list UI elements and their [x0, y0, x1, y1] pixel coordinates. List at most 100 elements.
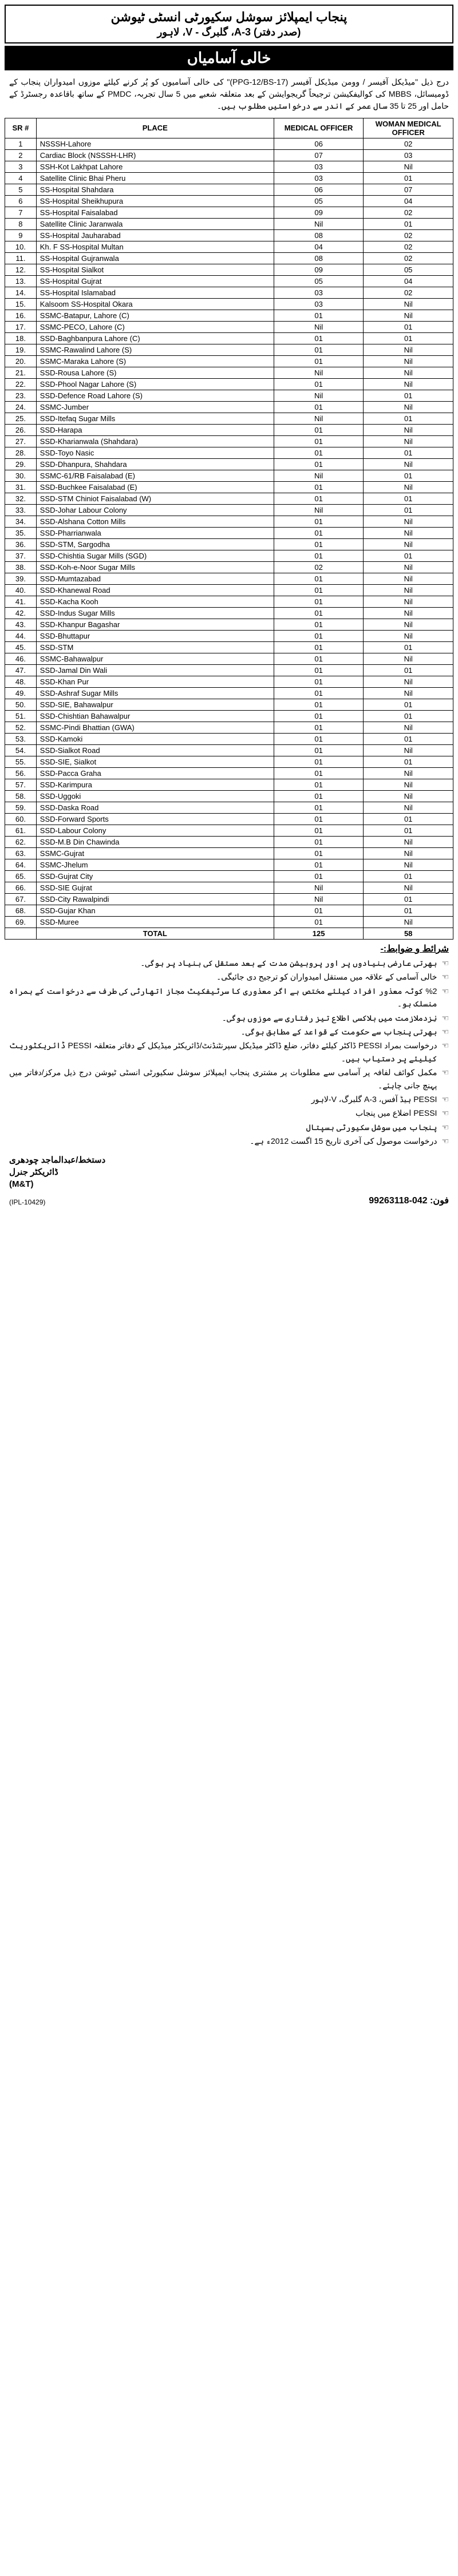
cell-place: SS-Hospital Sialkot	[36, 264, 274, 275]
cell-mo: 03	[274, 287, 364, 298]
cell-wmo: Nil	[364, 367, 453, 378]
cell-mo: 08	[274, 229, 364, 241]
cell-wmo: 01	[364, 870, 453, 882]
cell-place: Cardiac Block (NSSSH-LHR)	[36, 149, 274, 161]
cell-place: SSD-Harapa	[36, 424, 274, 435]
table-row: 44.SSD-Bhuttapur01Nil	[5, 630, 453, 641]
table-row: 2Cardiac Block (NSSSH-LHR)0703	[5, 149, 453, 161]
cell-wmo: 01	[364, 664, 453, 676]
cell-place: SSD-Baghbanpura Lahore (C)	[36, 332, 274, 344]
cell-mo: 05	[274, 195, 364, 207]
cell-place: SSD-Muree	[36, 916, 274, 928]
total-label: TOTAL	[36, 928, 274, 939]
cell-wmo: 04	[364, 275, 453, 287]
cell-place: SSD-Khanewal Road	[36, 584, 274, 596]
cell-mo: 01	[274, 435, 364, 447]
cell-place: SSMC-Gujrat	[36, 847, 274, 859]
cell-mo: 01	[274, 378, 364, 390]
cell-place: SS-Hospital Faisalabad	[36, 207, 274, 218]
terms-list: بھرتی عارضی بنیادوں پر اور پروبیشن مدت ک…	[5, 957, 453, 1147]
cell-sr: 54.	[5, 744, 37, 756]
cell-mo: 01	[274, 733, 364, 744]
cell-mo: 01	[274, 905, 364, 916]
cell-mo: Nil	[274, 893, 364, 905]
cell-wmo: 03	[364, 149, 453, 161]
cell-wmo: 02	[364, 138, 453, 149]
table-row: 63.SSMC-Gujrat01Nil	[5, 847, 453, 859]
cell-mo: 01	[274, 699, 364, 710]
table-row: 62.SSD-M.B Din Chawinda01Nil	[5, 836, 453, 847]
terms-item: نِزدملازمت میں بلاکسی اطلاع تیز رفتاری س…	[9, 1012, 449, 1024]
cell-place: SSD-Kacha Kooh	[36, 596, 274, 607]
table-row: 34.SSD-Alshana Cotton Mills01Nil	[5, 516, 453, 527]
th-wmo: WOMAN MEDICAL OFFICER	[364, 118, 453, 138]
total-wmo: 58	[364, 928, 453, 939]
cell-mo: 01	[274, 744, 364, 756]
cell-sr: 61.	[5, 825, 37, 836]
table-row: 27.SSD-Kharianwala (Shahdara)01Nil	[5, 435, 453, 447]
cell-wmo: Nil	[364, 527, 453, 538]
cell-place: SSD-STM, Sargodha	[36, 538, 274, 550]
cell-wmo: Nil	[364, 538, 453, 550]
table-row: 28.SSD-Toyo Nasic0101	[5, 447, 453, 458]
cell-wmo: Nil	[364, 607, 453, 619]
cell-mo: 01	[274, 573, 364, 584]
cell-mo: 01	[274, 916, 364, 928]
cell-sr: 68.	[5, 905, 37, 916]
table-row: 20.SSMC-Maraka Lahore (S)01Nil	[5, 355, 453, 367]
cell-wmo: Nil	[364, 916, 453, 928]
cell-mo: Nil	[274, 413, 364, 424]
cell-wmo: Nil	[364, 882, 453, 893]
table-row: 54.SSD-Sialkot Road01Nil	[5, 744, 453, 756]
cell-place: Satellite Clinic Jaranwala	[36, 218, 274, 229]
cell-place: SSMC-Maraka Lahore (S)	[36, 355, 274, 367]
cell-place: SSD-Gujar Khan	[36, 905, 274, 916]
cell-sr: 46.	[5, 653, 37, 664]
terms-item: %2 کوٹہ معذور افراد کیلئے مختص ہے اگر مع…	[9, 985, 449, 1010]
cell-sr: 40.	[5, 584, 37, 596]
cell-place: SSD-STM Chiniot Faisalabad (W)	[36, 493, 274, 504]
cell-sr: 59.	[5, 802, 37, 813]
cell-mo: 01	[274, 836, 364, 847]
cell-sr: 53.	[5, 733, 37, 744]
cell-place: SS-Hospital Islamabad	[36, 287, 274, 298]
cell-place: SSD-Toyo Nasic	[36, 447, 274, 458]
cell-wmo: 01	[364, 905, 453, 916]
cell-place: SSMC-Batapur, Lahore (C)	[36, 310, 274, 321]
table-row: 64.SSMC-Jhelum01Nil	[5, 859, 453, 870]
table-row: 9SS-Hospital Jauharabad0802	[5, 229, 453, 241]
cell-place: SSD-Chishtia Sugar Mills (SGD)	[36, 550, 274, 561]
cell-mo: 07	[274, 149, 364, 161]
table-row: 16.SSMC-Batapur, Lahore (C)01Nil	[5, 310, 453, 321]
cell-wmo: 02	[364, 287, 453, 298]
cell-place: SSD-Itefaq Sugar Mills	[36, 413, 274, 424]
cell-mo: 01	[274, 516, 364, 527]
cell-place: SSD-Johar Labour Colony	[36, 504, 274, 516]
cell-place: SSD-SIE Gujrat	[36, 882, 274, 893]
intro-paragraph: درج ذیل "میڈیکل آفیسر / وومن میڈیکل آفیس…	[5, 74, 453, 114]
cell-place: Kalsoom SS-Hospital Okara	[36, 298, 274, 310]
table-row: 41.SSD-Kacha Kooh01Nil	[5, 596, 453, 607]
cell-place: SSD-Koh-e-Noor Sugar Mills	[36, 561, 274, 573]
signature-title1: ڈائریکٹر جنرل	[9, 1166, 449, 1178]
cell-mo: 03	[274, 298, 364, 310]
cell-wmo: Nil	[364, 836, 453, 847]
terms-item: درخواست بمراد PESSI ڈاکٹر کیلئے دفاتر، ض…	[9, 1039, 449, 1065]
cell-mo: 01	[274, 870, 364, 882]
cell-wmo: Nil	[364, 722, 453, 733]
cell-sr: 6	[5, 195, 37, 207]
cell-place: SSD-Pharrianwala	[36, 527, 274, 538]
table-row: 37.SSD-Chishtia Sugar Mills (SGD)0101	[5, 550, 453, 561]
table-row: 52.SSMC-Pindi Bhattian (GWA)01Nil	[5, 722, 453, 733]
cell-wmo: 07	[364, 184, 453, 195]
cell-sr: 19.	[5, 344, 37, 355]
cell-wmo: Nil	[364, 344, 453, 355]
cell-wmo: 01	[364, 447, 453, 458]
cell-sr: 22.	[5, 378, 37, 390]
cell-mo: Nil	[274, 367, 364, 378]
cell-wmo: Nil	[364, 435, 453, 447]
cell-wmo: 04	[364, 195, 453, 207]
cell-mo: 09	[274, 264, 364, 275]
cell-sr: 4	[5, 172, 37, 184]
cell-place: SSMC-Rawalind Lahore (S)	[36, 344, 274, 355]
